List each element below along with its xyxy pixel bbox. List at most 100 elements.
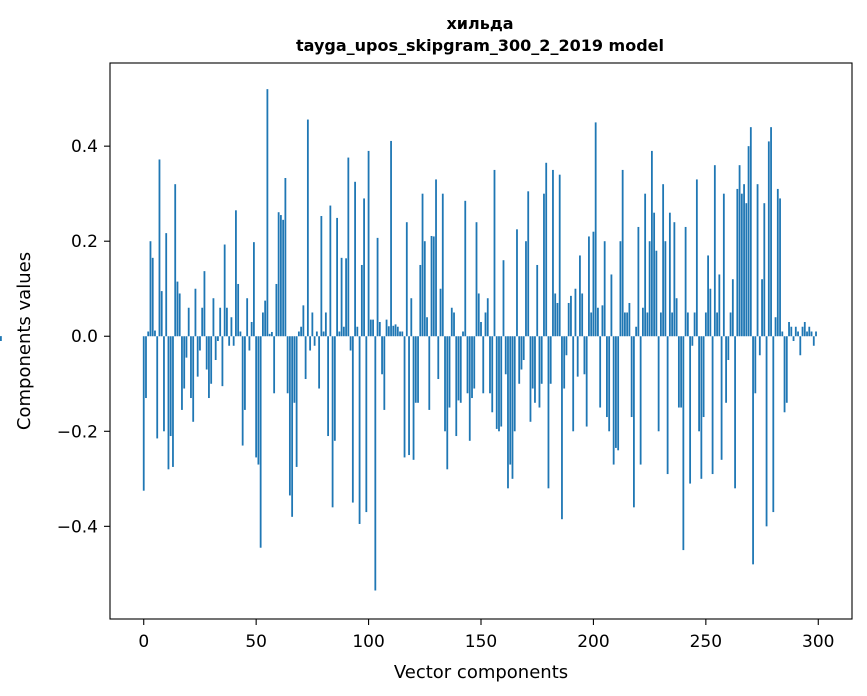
bar [172, 336, 174, 467]
bar [608, 336, 611, 432]
bar [502, 260, 505, 337]
bar [210, 336, 213, 384]
y-axis-ticks: −0.4 −0.2 0.0 0.2 0.4 [57, 137, 110, 537]
bar [453, 312, 455, 337]
bar [244, 336, 246, 410]
bar [205, 336, 208, 370]
bar [270, 331, 273, 337]
bar [309, 336, 312, 351]
bar [262, 312, 264, 337]
bar [549, 336, 552, 384]
bar [288, 336, 291, 496]
bar [767, 141, 770, 337]
bar [223, 244, 226, 337]
bar [588, 236, 590, 337]
bar [619, 241, 622, 337]
x-axis-label: Vector components [394, 662, 568, 683]
bar [165, 233, 168, 337]
bar [158, 159, 161, 337]
bar [232, 336, 235, 346]
bar [812, 336, 815, 346]
bar [783, 336, 786, 413]
bar [154, 330, 156, 337]
bar [163, 336, 165, 432]
bars-group [0, 89, 817, 591]
bar [743, 184, 745, 337]
bar [592, 231, 595, 337]
bar [704, 312, 707, 337]
bar [257, 336, 260, 465]
bar [610, 274, 613, 337]
bar [552, 169, 554, 337]
bar [671, 312, 674, 337]
x-tick-label: 200 [577, 632, 609, 652]
bar [228, 336, 231, 346]
bar [689, 336, 692, 484]
bar [745, 203, 748, 337]
bar [621, 169, 624, 337]
bar [208, 336, 210, 399]
bar [376, 237, 379, 337]
bar [626, 312, 629, 337]
bar [695, 179, 698, 337]
bar [612, 336, 615, 465]
bar [785, 336, 788, 403]
x-tick-label: 50 [245, 632, 267, 652]
bar [201, 307, 204, 337]
bar [282, 219, 285, 337]
bar [475, 222, 478, 337]
bar [761, 279, 763, 337]
bar [570, 295, 572, 337]
bar [563, 336, 566, 389]
bar [540, 336, 543, 384]
bar [529, 336, 532, 422]
bar [700, 336, 703, 479]
bar [464, 200, 467, 337]
bar [740, 193, 743, 337]
bar [466, 336, 469, 394]
bar [754, 336, 757, 394]
bar [531, 336, 534, 389]
bar [581, 293, 584, 337]
bar [284, 178, 287, 337]
bar [295, 336, 298, 467]
bar [345, 258, 347, 337]
bar [513, 336, 516, 432]
bar [473, 336, 476, 389]
bar [788, 321, 790, 337]
bar [520, 336, 523, 370]
bar [423, 241, 426, 337]
bar [489, 336, 491, 394]
bar [421, 193, 424, 337]
bar [297, 331, 300, 337]
bar [383, 336, 386, 410]
bar [644, 193, 647, 337]
bar [718, 274, 721, 337]
bar [246, 298, 249, 337]
bar [277, 212, 280, 337]
bar [758, 336, 761, 356]
bar [684, 226, 687, 337]
bar [444, 336, 446, 432]
bar [318, 336, 321, 389]
bar [396, 326, 399, 337]
bar [432, 236, 435, 337]
bar [462, 331, 464, 337]
bar [385, 319, 388, 337]
bar [779, 198, 781, 337]
bar [273, 336, 276, 394]
bar [599, 336, 602, 408]
bar [401, 331, 404, 337]
bar [446, 336, 449, 470]
bar [174, 184, 177, 337]
bar [628, 302, 631, 337]
bar [617, 336, 620, 451]
bar [441, 193, 444, 337]
bar [450, 307, 453, 337]
bar [655, 250, 658, 337]
bar [212, 298, 215, 337]
bar [752, 336, 754, 565]
bar [772, 336, 775, 513]
bar [459, 336, 462, 403]
bar [306, 119, 309, 337]
